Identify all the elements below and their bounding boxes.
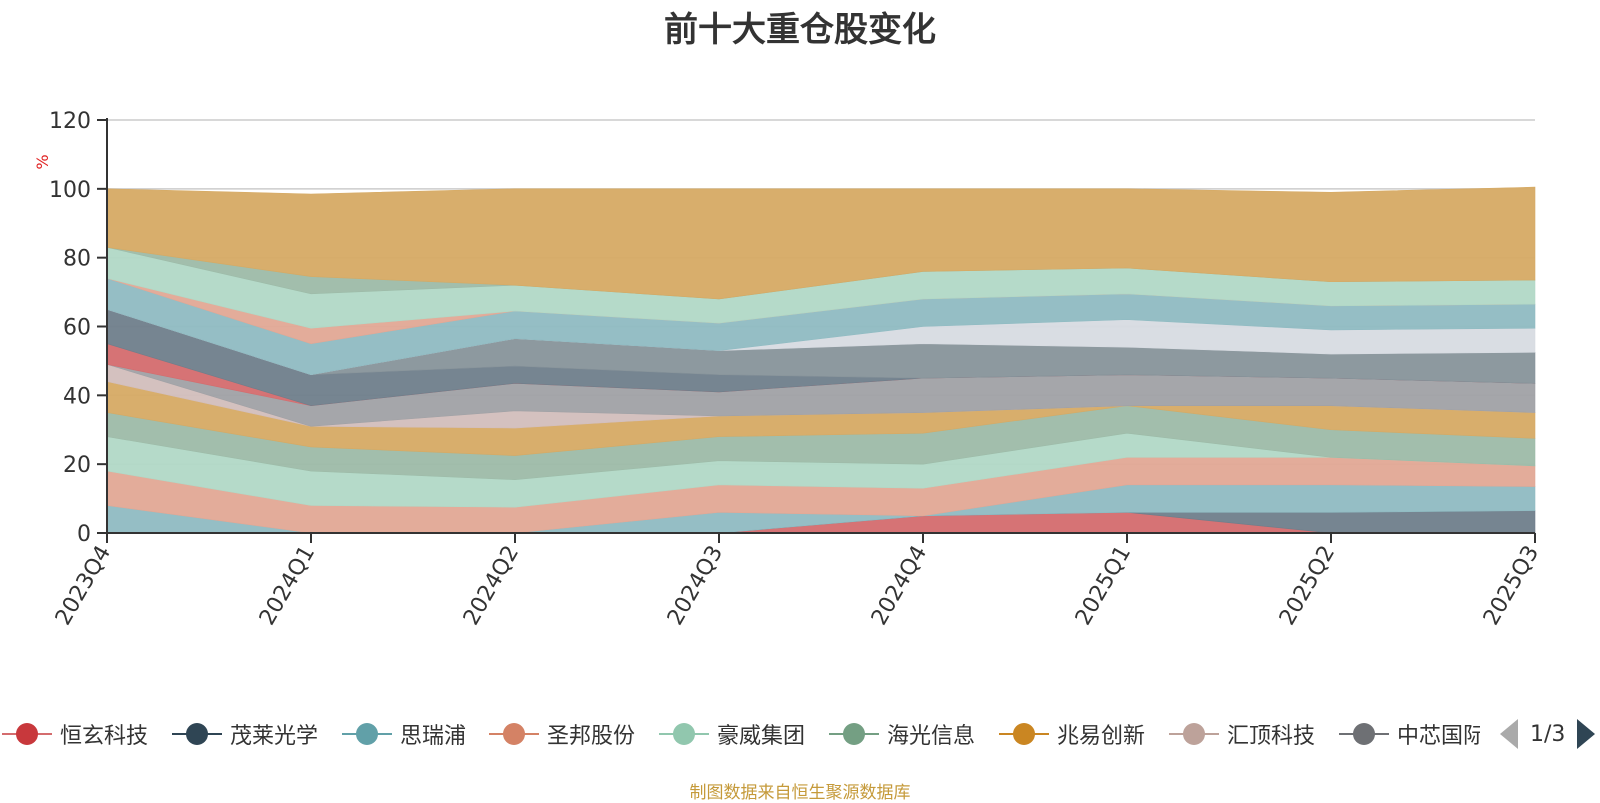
legend-label: 豪威集团 bbox=[717, 724, 806, 749]
x-tick-label: 2025Q3 bbox=[1479, 542, 1544, 630]
y-tick-label: 60 bbox=[63, 316, 91, 341]
y-tick-label: 120 bbox=[49, 109, 91, 134]
legend-marker-icon bbox=[999, 720, 1049, 748]
legend-label: 中芯国际 bbox=[1397, 724, 1480, 749]
legend-label: 思瑞浦 bbox=[400, 724, 467, 749]
legend-marker-icon bbox=[1169, 720, 1219, 748]
x-tick-label: 2023Q4 bbox=[51, 542, 116, 630]
legend-item-1[interactable]: 恒玄科技 bbox=[2, 716, 148, 752]
legend-item-6[interactable]: 海光信息 bbox=[829, 716, 975, 752]
legend: 恒玄科技 茂莱光学 思瑞浦 圣邦股份 豪威集团 海光信息 兆易创新 汇顶科技 中芯国际 1/3 bbox=[0, 716, 1600, 752]
legend-next-page-icon[interactable] bbox=[1577, 719, 1596, 749]
y-tick-label: 0 bbox=[77, 522, 91, 547]
legend-item-7[interactable]: 兆易创新 bbox=[999, 716, 1145, 752]
legend-label: 海光信息 bbox=[887, 724, 976, 749]
legend-marker-icon bbox=[172, 720, 222, 748]
chart-plot: 0 20 40 60 80 100 120% 2023Q4 2024Q1 2024Q2 2024Q3… bbox=[33, 109, 1544, 630]
legend-marker-icon bbox=[1339, 720, 1389, 748]
legend-item-2[interactable]: 茂莱光学 bbox=[172, 716, 318, 752]
y-tick-label: 20 bbox=[63, 453, 91, 478]
y-tick-label: 80 bbox=[63, 247, 91, 272]
legend-item-9[interactable]: 中芯国际 bbox=[1339, 716, 1480, 752]
legend-item-8[interactable]: 汇顶科技 bbox=[1169, 716, 1315, 752]
legend-label: 圣邦股份 bbox=[547, 724, 636, 749]
legend-items: 恒玄科技 茂莱光学 思瑞浦 圣邦股份 豪威集团 海光信息 兆易创新 汇顶科技 中芯国际 bbox=[0, 716, 1480, 752]
source-note: 制图数据来自恒生聚源数据库 bbox=[689, 783, 911, 803]
legend-page-indicator: 1/3 bbox=[1530, 721, 1566, 747]
legend-marker-icon bbox=[489, 720, 539, 748]
x-tick-label: 2025Q2 bbox=[1275, 542, 1340, 630]
legend-pager: 1/3 bbox=[1500, 716, 1596, 752]
legend-item-5[interactable]: 豪威集团 bbox=[659, 716, 805, 752]
legend-label: 汇顶科技 bbox=[1227, 724, 1316, 749]
legend-marker-icon bbox=[2, 720, 52, 748]
x-tick-label: 2024Q1 bbox=[255, 542, 320, 630]
x-tick-label: 2024Q2 bbox=[459, 542, 524, 630]
x-tick-label: 2024Q3 bbox=[663, 542, 728, 630]
legend-marker-icon bbox=[342, 720, 392, 748]
chart-title: 前十大重仓股变化 bbox=[664, 10, 936, 50]
y-axis-label: % bbox=[33, 154, 52, 169]
legend-marker-icon bbox=[659, 720, 709, 748]
legend-prev-page-icon[interactable] bbox=[1500, 719, 1518, 749]
legend-marker-icon bbox=[829, 720, 879, 748]
area-series-layer bbox=[106, 186, 1536, 534]
legend-label: 茂莱光学 bbox=[230, 724, 319, 749]
y-tick-label: 100 bbox=[49, 178, 91, 203]
x-tick-label: 2024Q4 bbox=[867, 542, 932, 630]
legend-item-4[interactable]: 圣邦股份 bbox=[489, 716, 635, 752]
legend-item-3[interactable]: 思瑞浦 bbox=[342, 716, 466, 752]
legend-label: 兆易创新 bbox=[1057, 724, 1146, 749]
x-tick-label: 2025Q1 bbox=[1071, 542, 1136, 630]
area-series-18 bbox=[106, 186, 1536, 300]
y-tick-label: 40 bbox=[63, 384, 91, 409]
legend-label: 恒玄科技 bbox=[60, 724, 149, 749]
